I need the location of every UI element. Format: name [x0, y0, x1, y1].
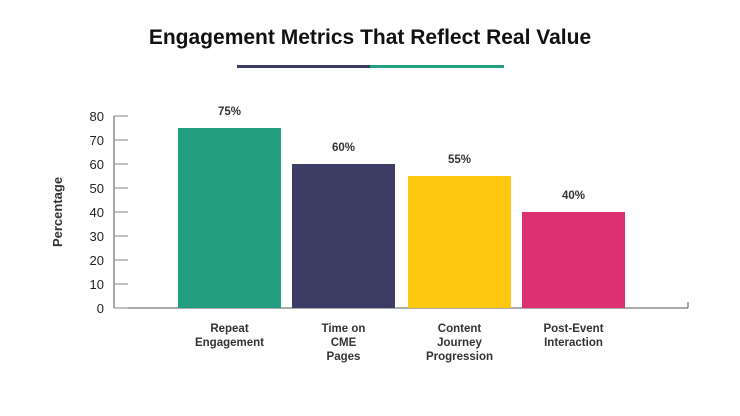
- bar: [292, 164, 395, 308]
- y-tick-label: 30: [90, 229, 104, 244]
- bar: [522, 212, 625, 308]
- title-underline-right: [370, 65, 504, 68]
- x-tick-label: Repeat: [210, 323, 249, 335]
- x-tick-label: Interaction: [544, 337, 603, 349]
- y-tick-label: 10: [90, 277, 104, 292]
- x-tick-label: CME: [331, 337, 357, 349]
- data-label: 40%: [562, 190, 585, 202]
- x-tick-label: Progression: [426, 351, 493, 363]
- y-tick-label: 40: [90, 205, 104, 220]
- y-tick-label: 70: [90, 133, 104, 148]
- chart-title: Engagement Metrics That Reflect Real Val…: [148, 26, 592, 49]
- x-tick-label: Time on: [322, 323, 366, 335]
- data-label: 55%: [448, 154, 471, 166]
- bar: [408, 176, 511, 308]
- y-tick-label: 0: [97, 301, 104, 316]
- y-tick-label: 50: [90, 181, 104, 196]
- bar: [178, 128, 281, 308]
- y-tick-label: 20: [90, 253, 104, 268]
- y-tick-label: 60: [90, 157, 104, 172]
- title-underline-left: [237, 65, 370, 68]
- data-label: 60%: [332, 142, 355, 154]
- x-tick-label: Pages: [327, 351, 361, 363]
- y-axis-label: Percentage: [50, 177, 65, 247]
- x-tick-label: Content: [438, 323, 482, 335]
- data-label: 75%: [218, 106, 241, 118]
- y-tick-label: 80: [90, 109, 104, 124]
- x-tick-label: Post-Event: [543, 323, 603, 335]
- x-tick-label: Journey: [437, 337, 482, 349]
- x-tick-label: Engagement: [195, 337, 264, 349]
